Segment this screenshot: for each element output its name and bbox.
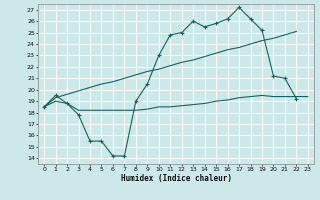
X-axis label: Humidex (Indice chaleur): Humidex (Indice chaleur)	[121, 174, 231, 183]
